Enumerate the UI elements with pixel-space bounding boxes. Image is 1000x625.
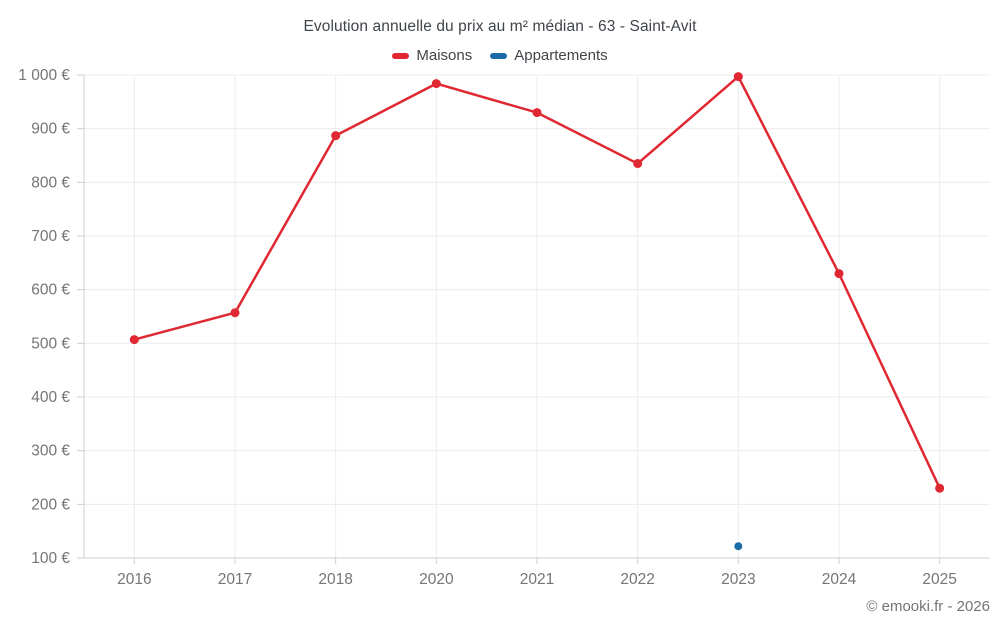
y-axis-label-500: 500 € (31, 335, 70, 352)
x-axis-label-2025: 2025 (922, 571, 956, 588)
x-axis-label-2021: 2021 (520, 571, 554, 588)
y-axis-label-100: 100 € (31, 550, 70, 567)
maisons-point-2024[interactable] (834, 269, 844, 279)
y-axis-label-800: 800 € (31, 174, 70, 191)
y-axis-label-700: 700 € (31, 228, 70, 245)
maisons-point-2025[interactable] (935, 483, 945, 493)
y-axis-label-300: 300 € (31, 443, 70, 460)
y-axis-label-600: 600 € (31, 282, 70, 299)
chart-legend: Maisons Appartements (0, 47, 1000, 64)
y-axis-label-400: 400 € (31, 389, 70, 406)
maisons-point-2021[interactable] (532, 108, 542, 118)
y-axis-label-1000: 1 000 € (18, 67, 70, 84)
legend-label-maisons: Maisons (416, 47, 473, 64)
maisons-point-2018[interactable] (331, 131, 341, 141)
maisons-point-2023[interactable] (733, 72, 743, 82)
copyright-credit: © emooki.fr - 2026 (866, 598, 990, 615)
legend-label-appartements: Appartements (514, 47, 608, 64)
maisons-point-2022[interactable] (633, 159, 643, 169)
y-axis-label-900: 900 € (31, 121, 70, 138)
maisons-swatch-icon (392, 52, 410, 59)
chart-title: Evolution annuelle du prix au m² médian … (303, 18, 697, 35)
appartements-swatch-icon (490, 52, 508, 59)
appartements-point-2023[interactable] (734, 542, 743, 551)
x-axis-label-2023: 2023 (721, 571, 755, 588)
x-axis-label-2018: 2018 (318, 571, 352, 588)
x-axis-label-2024: 2024 (822, 571, 857, 588)
x-axis-label-2022: 2022 (620, 571, 654, 588)
legend-item-maisons[interactable]: Maisons (392, 47, 472, 64)
x-axis-label-2017: 2017 (218, 571, 252, 588)
maisons-point-2017[interactable] (230, 308, 240, 318)
maisons-point-2016[interactable] (129, 335, 139, 345)
x-axis-label-2016: 2016 (117, 571, 151, 588)
y-axis-label-200: 200 € (31, 496, 70, 513)
legend-item-appartements[interactable]: Appartements (490, 47, 608, 64)
x-axis-label-2020: 2020 (419, 571, 454, 588)
maisons-point-2020[interactable] (431, 79, 441, 89)
